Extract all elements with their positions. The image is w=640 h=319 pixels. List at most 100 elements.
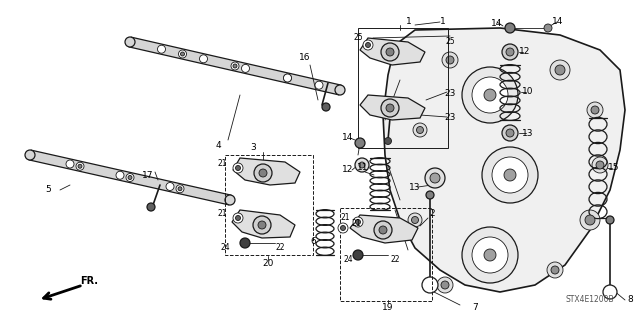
Circle shape [379,226,387,234]
Text: 16: 16 [300,54,311,63]
Circle shape [353,250,363,260]
Text: 3: 3 [250,144,256,152]
Text: 17: 17 [142,170,154,180]
Circle shape [126,174,134,182]
Circle shape [66,160,74,168]
Circle shape [426,191,434,199]
Text: 7: 7 [472,303,478,313]
Circle shape [544,24,552,32]
Circle shape [585,215,595,225]
Circle shape [236,216,241,220]
Circle shape [425,168,445,188]
Text: 14: 14 [342,133,354,143]
Circle shape [76,162,84,170]
Text: 23: 23 [444,114,456,122]
Text: 15: 15 [608,164,620,173]
Circle shape [233,64,237,68]
Circle shape [315,81,323,89]
Text: 24: 24 [343,256,353,264]
Polygon shape [233,158,300,185]
Circle shape [551,266,559,274]
Circle shape [285,76,289,80]
Text: 2: 2 [429,209,435,218]
Circle shape [462,67,518,123]
Text: 4: 4 [215,140,221,150]
Circle shape [381,99,399,117]
Text: 1: 1 [406,18,412,26]
Circle shape [176,185,184,193]
Circle shape [259,169,267,177]
Text: 22: 22 [390,256,400,264]
Text: 19: 19 [382,303,394,313]
Circle shape [580,210,600,230]
Circle shape [322,103,330,111]
Circle shape [355,158,369,172]
Circle shape [505,23,515,33]
Circle shape [492,157,528,193]
Text: 6: 6 [310,238,316,247]
Text: 22: 22 [275,243,285,253]
Circle shape [353,217,363,227]
Circle shape [200,55,207,63]
Circle shape [225,195,235,205]
Bar [358,28,448,148]
Circle shape [502,125,518,141]
Text: 20: 20 [262,258,274,268]
Circle shape [284,74,291,82]
Text: 13: 13 [409,183,420,192]
Circle shape [555,65,565,75]
Circle shape [504,169,516,181]
Circle shape [236,166,241,170]
Circle shape [365,42,371,48]
Circle shape [78,164,82,168]
Circle shape [180,52,184,56]
Text: 14: 14 [552,18,564,26]
Bar [225,155,313,255]
Circle shape [355,138,365,148]
Circle shape [413,123,427,137]
Text: 23: 23 [444,88,456,98]
Circle shape [386,48,394,56]
Circle shape [482,147,538,203]
Circle shape [506,48,514,56]
Circle shape [338,223,348,233]
Text: 12: 12 [342,166,354,174]
Circle shape [472,77,508,113]
Circle shape [422,277,438,293]
Bar [340,208,432,301]
Circle shape [258,221,266,229]
Polygon shape [360,95,425,120]
Circle shape [446,56,454,64]
Circle shape [596,161,604,169]
Circle shape [254,164,272,182]
Circle shape [381,43,399,61]
Circle shape [587,102,603,118]
Circle shape [547,262,563,278]
Circle shape [359,162,365,168]
Text: FR.: FR. [80,276,98,286]
Circle shape [484,89,496,101]
Circle shape [355,219,360,225]
Polygon shape [360,38,425,65]
Text: 11: 11 [357,164,369,173]
Text: 25: 25 [353,33,363,42]
Circle shape [178,187,182,191]
Circle shape [430,173,440,183]
Circle shape [385,137,392,145]
Circle shape [506,129,514,137]
Text: 13: 13 [522,129,534,137]
Polygon shape [350,215,418,243]
Circle shape [233,213,243,223]
Polygon shape [29,150,231,205]
Text: 25: 25 [445,38,455,47]
Circle shape [147,203,155,211]
Circle shape [125,37,135,47]
Text: 5: 5 [45,186,51,195]
Text: STX4E1200B: STX4E1200B [565,295,614,305]
Polygon shape [129,37,341,95]
Text: 14: 14 [492,19,502,27]
Circle shape [231,62,239,70]
Circle shape [374,221,392,239]
Text: 21: 21 [351,219,361,227]
Circle shape [472,237,508,273]
